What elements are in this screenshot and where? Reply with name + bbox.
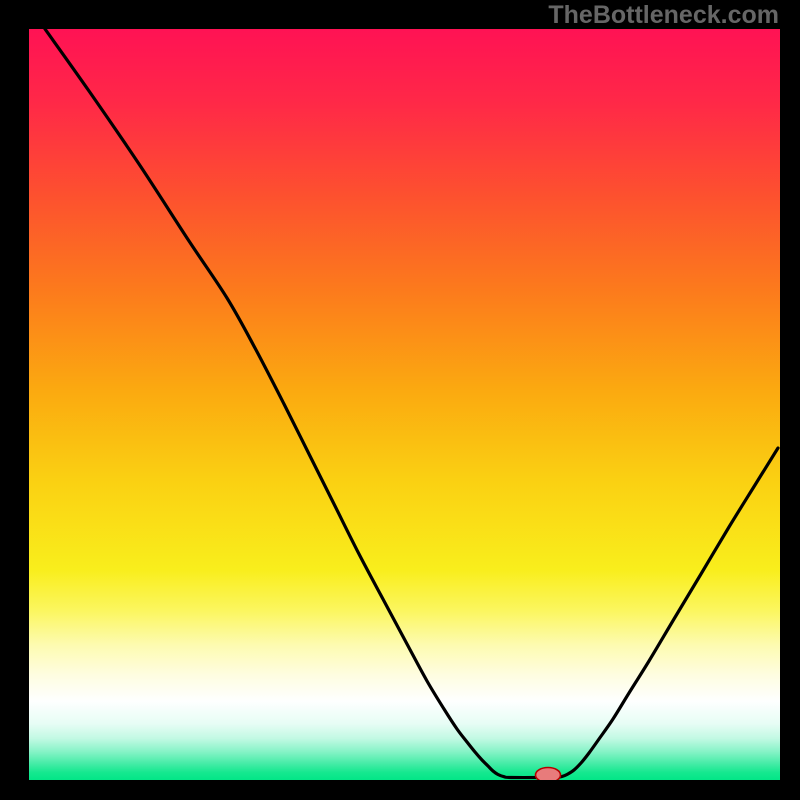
optimal-point-marker	[536, 768, 561, 781]
gradient-background	[29, 29, 780, 780]
watermark-label: TheBottleneck.com	[548, 1, 779, 30]
plot-svg	[29, 29, 780, 780]
plot-area	[29, 29, 780, 780]
chart-frame: TheBottleneck.com	[0, 0, 800, 800]
